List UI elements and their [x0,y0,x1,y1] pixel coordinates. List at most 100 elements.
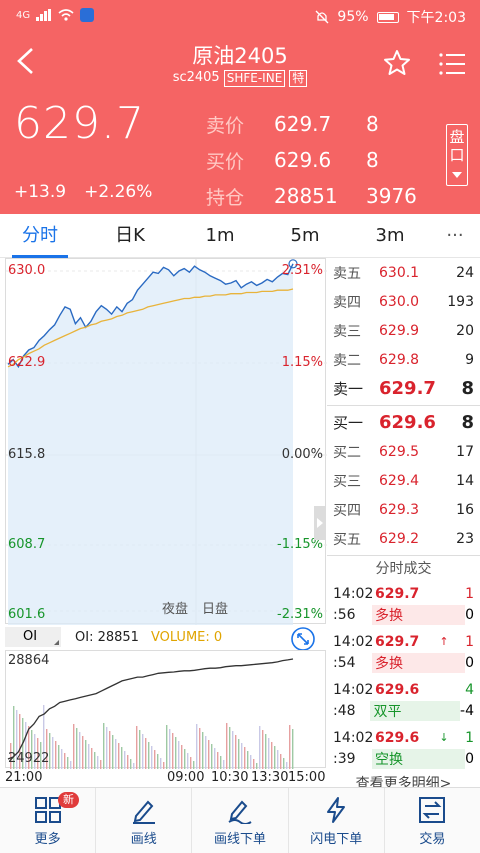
volume-bar [265,734,267,769]
trade-volume: 1 [465,633,474,650]
volume-bar [82,736,84,769]
indicator-select[interactable]: OI [5,627,61,647]
price-line [7,263,294,369]
volume-bar [40,742,42,769]
tab-intraday[interactable]: 分时 [0,214,80,258]
bid-row[interactable]: 买三 629.4 14 [327,466,480,495]
volume-bar [88,744,90,769]
bid-row[interactable]: 买二 629.5 17 [327,437,480,466]
last-price-marker [288,259,298,269]
trade-oi-change: 0 [465,654,474,671]
ask-row[interactable]: 卖三 629.9 20 [327,316,480,345]
trade-oi-change: 0 [465,750,474,767]
quote-value: 629.7 [274,112,332,136]
nav-trade[interactable]: 交易 [385,788,480,853]
level-qty: 193 [447,293,474,310]
tab-5m[interactable]: 5m [290,224,320,246]
level-label: 买一 [333,414,364,432]
price-area [8,263,293,625]
volume-bar [175,737,177,769]
quote-value: 629.6 [274,148,332,172]
bid-row[interactable]: 买五 629.2 23 [327,524,480,553]
tab-more[interactable]: ··· [446,224,464,246]
level-label: 买五 [333,531,361,548]
chart-side-handle[interactable] [314,506,326,540]
level-price: 630.0 [379,293,420,310]
volume-bar [244,747,246,769]
status-bar: 4G 95% 下午2:03 [0,0,480,32]
volume-bar [208,740,210,769]
volume-bar [274,746,276,769]
quote-label: 持仓 [206,186,245,209]
level-qty: 14 [456,472,474,489]
tab-3m[interactable]: 3m [375,224,405,246]
pct-label-mid: 0.00% [281,447,323,462]
nav-draw-line[interactable]: 画线 [96,788,193,853]
trade-price: 629.6 [375,729,420,746]
contract-code: sc2405 [172,70,220,85]
nav-lightning-order[interactable]: 闪电下单 [289,788,385,853]
volume-bar [205,736,207,769]
volume-bar [271,742,273,769]
level-price: 630.1 [379,264,420,281]
pankou-button[interactable]: 盘口 [446,124,468,186]
level-qty: 9 [465,351,474,368]
tab-daily-k[interactable]: 日K [115,224,145,246]
quote-row-ask: 卖价 629.7 8 [206,106,426,142]
ask-row[interactable]: 卖五 630.1 24 [327,258,480,287]
bid-row[interactable]: 买四 629.3 16 [327,495,480,524]
trade-sec: :54 [333,654,356,671]
volume-bar [64,753,66,769]
trade-item: 14:02 629.7 ↑ 1 :54 多换 0 [327,629,480,677]
oi-chart[interactable]: 28864 24922 [5,650,326,769]
volume-bar [256,763,258,769]
nav-label: 交易 [419,832,446,847]
volume-bar [217,752,219,769]
star-icon[interactable] [382,48,412,78]
oi-line [7,658,294,760]
ask-row[interactable]: 卖四 630.0 193 [327,287,480,316]
volume-bar [229,727,231,769]
intraday-chart[interactable]: 630.0 622.9 615.8 608.7 601.6 2.31% 1.15… [5,258,327,625]
trade-icon [419,797,446,823]
ask-row[interactable]: 卖二 629.8 9 [327,345,480,374]
quote-volume: 8 [366,112,379,136]
back-arrow-icon[interactable] [10,44,44,78]
trade-sec: :48 [333,702,356,719]
new-badge: 新 [58,792,79,808]
contract-title: 原油2405 [192,44,288,68]
volume-bar [34,734,36,769]
expand-icon[interactable] [291,627,315,651]
quote-grid: 卖价 629.7 8 买价 629.6 8 持仓 28851 3976 [206,106,426,214]
volume-bar [259,726,261,769]
tab-1m[interactable]: 1m [205,224,235,246]
menu-icon[interactable] [438,50,466,78]
pct-label-top: 2.31% [281,263,323,278]
nav-more[interactable]: 新 更多 [0,788,97,853]
volume-bar [250,755,252,769]
volume-bar [253,759,255,769]
nav-draw-order[interactable]: 画线下单 [192,788,289,853]
volume-bar [262,730,264,769]
volume-bar [193,761,195,769]
ask-row-best[interactable]: 卖一 629.7 8 [327,374,480,403]
draw-order-icon [228,800,252,824]
volume-bar [73,724,75,769]
level-price: 629.2 [379,530,420,547]
trade-type: 多换 [372,652,466,673]
trade-price: 629.7 [375,585,420,602]
volume-bar [13,706,15,769]
trade-time: 14:02 [333,681,374,698]
volume-bar [190,757,192,769]
volume-bar [199,728,201,769]
level-price: 629.7 [379,378,436,399]
volume-bar [247,751,249,769]
grid-icon [34,797,61,823]
volume-bar [202,732,204,769]
trade-time: 14:02 [333,729,374,746]
volume-bar [31,730,33,769]
signal-indicator: 4G [16,9,31,21]
bid-row-best[interactable]: 买一 629.6 8 [327,408,480,437]
trade-item: 14:02 629.6 ↓ 1 :39 空换 0 [327,725,480,773]
time-label: 15:00 [288,770,326,785]
